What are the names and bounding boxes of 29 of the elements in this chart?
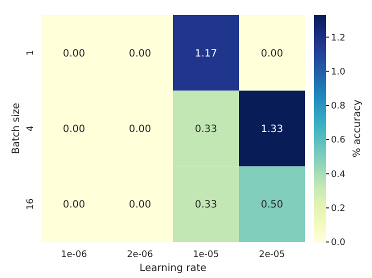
y-tick-label: 1: [26, 50, 36, 56]
data-label: 0.00: [62, 48, 86, 60]
data-label: 0.00: [260, 48, 284, 60]
color-bar-label: 0.6: [331, 136, 346, 146]
data-label: 0.33: [194, 200, 218, 211]
data-label: 0.00: [128, 48, 152, 60]
y-tick-label: 4: [26, 125, 36, 132]
data-label: 0.33: [194, 124, 218, 135]
x-tick-label: 1e-06: [61, 250, 88, 260]
data-label: 1.17: [194, 48, 218, 60]
color-bar-label: 1.2: [331, 33, 346, 44]
y-tick-label: 16: [26, 198, 36, 210]
color-bar-label: 1.0: [331, 67, 346, 78]
x-tick-label: 2e-05: [259, 250, 285, 260]
color-bar-label: 0.0: [331, 238, 346, 248]
data-label: 0.50: [260, 200, 284, 211]
y-axis-title: Batch size: [11, 102, 22, 154]
data-label: 0.00: [62, 200, 86, 211]
data-label: 0.00: [128, 124, 152, 135]
data-label: 0.00: [62, 124, 86, 135]
color-bar-label: 0.2: [331, 204, 346, 214]
data-label: 0.00: [128, 200, 152, 211]
x-axis-title: Learning rate: [140, 263, 206, 274]
color-bar-label: 0.8: [331, 102, 346, 112]
x-tick-label: 2e-06: [127, 250, 154, 260]
x-tick-label: 1e-05: [193, 250, 219, 260]
data-label: 1.33: [260, 124, 284, 135]
color-bar-title: % accuracy: [352, 100, 363, 158]
color-bar-label: 0.4: [331, 170, 346, 180]
